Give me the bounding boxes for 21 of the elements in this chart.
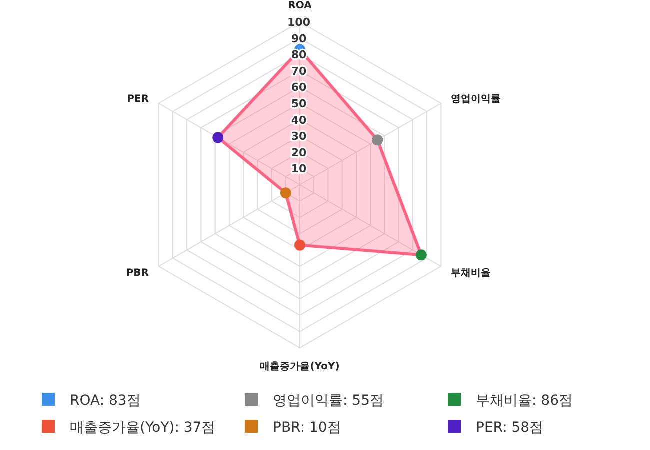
spoke-label: 매출증가율(YoY): [260, 361, 340, 372]
y-tick-label: 70: [291, 64, 307, 78]
spoke-label: 부채비율: [451, 268, 492, 280]
y-tick-label: 50: [291, 98, 307, 110]
text: PBR: 10점: [273, 420, 342, 436]
y-tick-label: 40: [291, 114, 307, 127]
text: PER: 58점: [476, 420, 544, 436]
y-tick-label: 90: [291, 32, 307, 46]
spoke-label: 영업이익률: [451, 94, 502, 105]
text: ROA: 83점: [70, 393, 141, 409]
text: 영업이익률: 55점: [273, 393, 384, 409]
y-tick-label: 60: [291, 81, 307, 94]
y-tick-label: 100: [288, 16, 311, 29]
y-tick-label: 20: [291, 146, 307, 160]
text: 부채비율: 86점: [476, 393, 573, 409]
spoke-label: PBR: [126, 268, 150, 280]
spoke-label: ROA: [288, 0, 312, 12]
y-tick-label: 30: [291, 130, 307, 144]
text: 매출증가율(YoY): 37점: [70, 420, 216, 436]
y-tick-label: 10: [291, 162, 307, 176]
spoke-label: PER: [127, 94, 150, 105]
